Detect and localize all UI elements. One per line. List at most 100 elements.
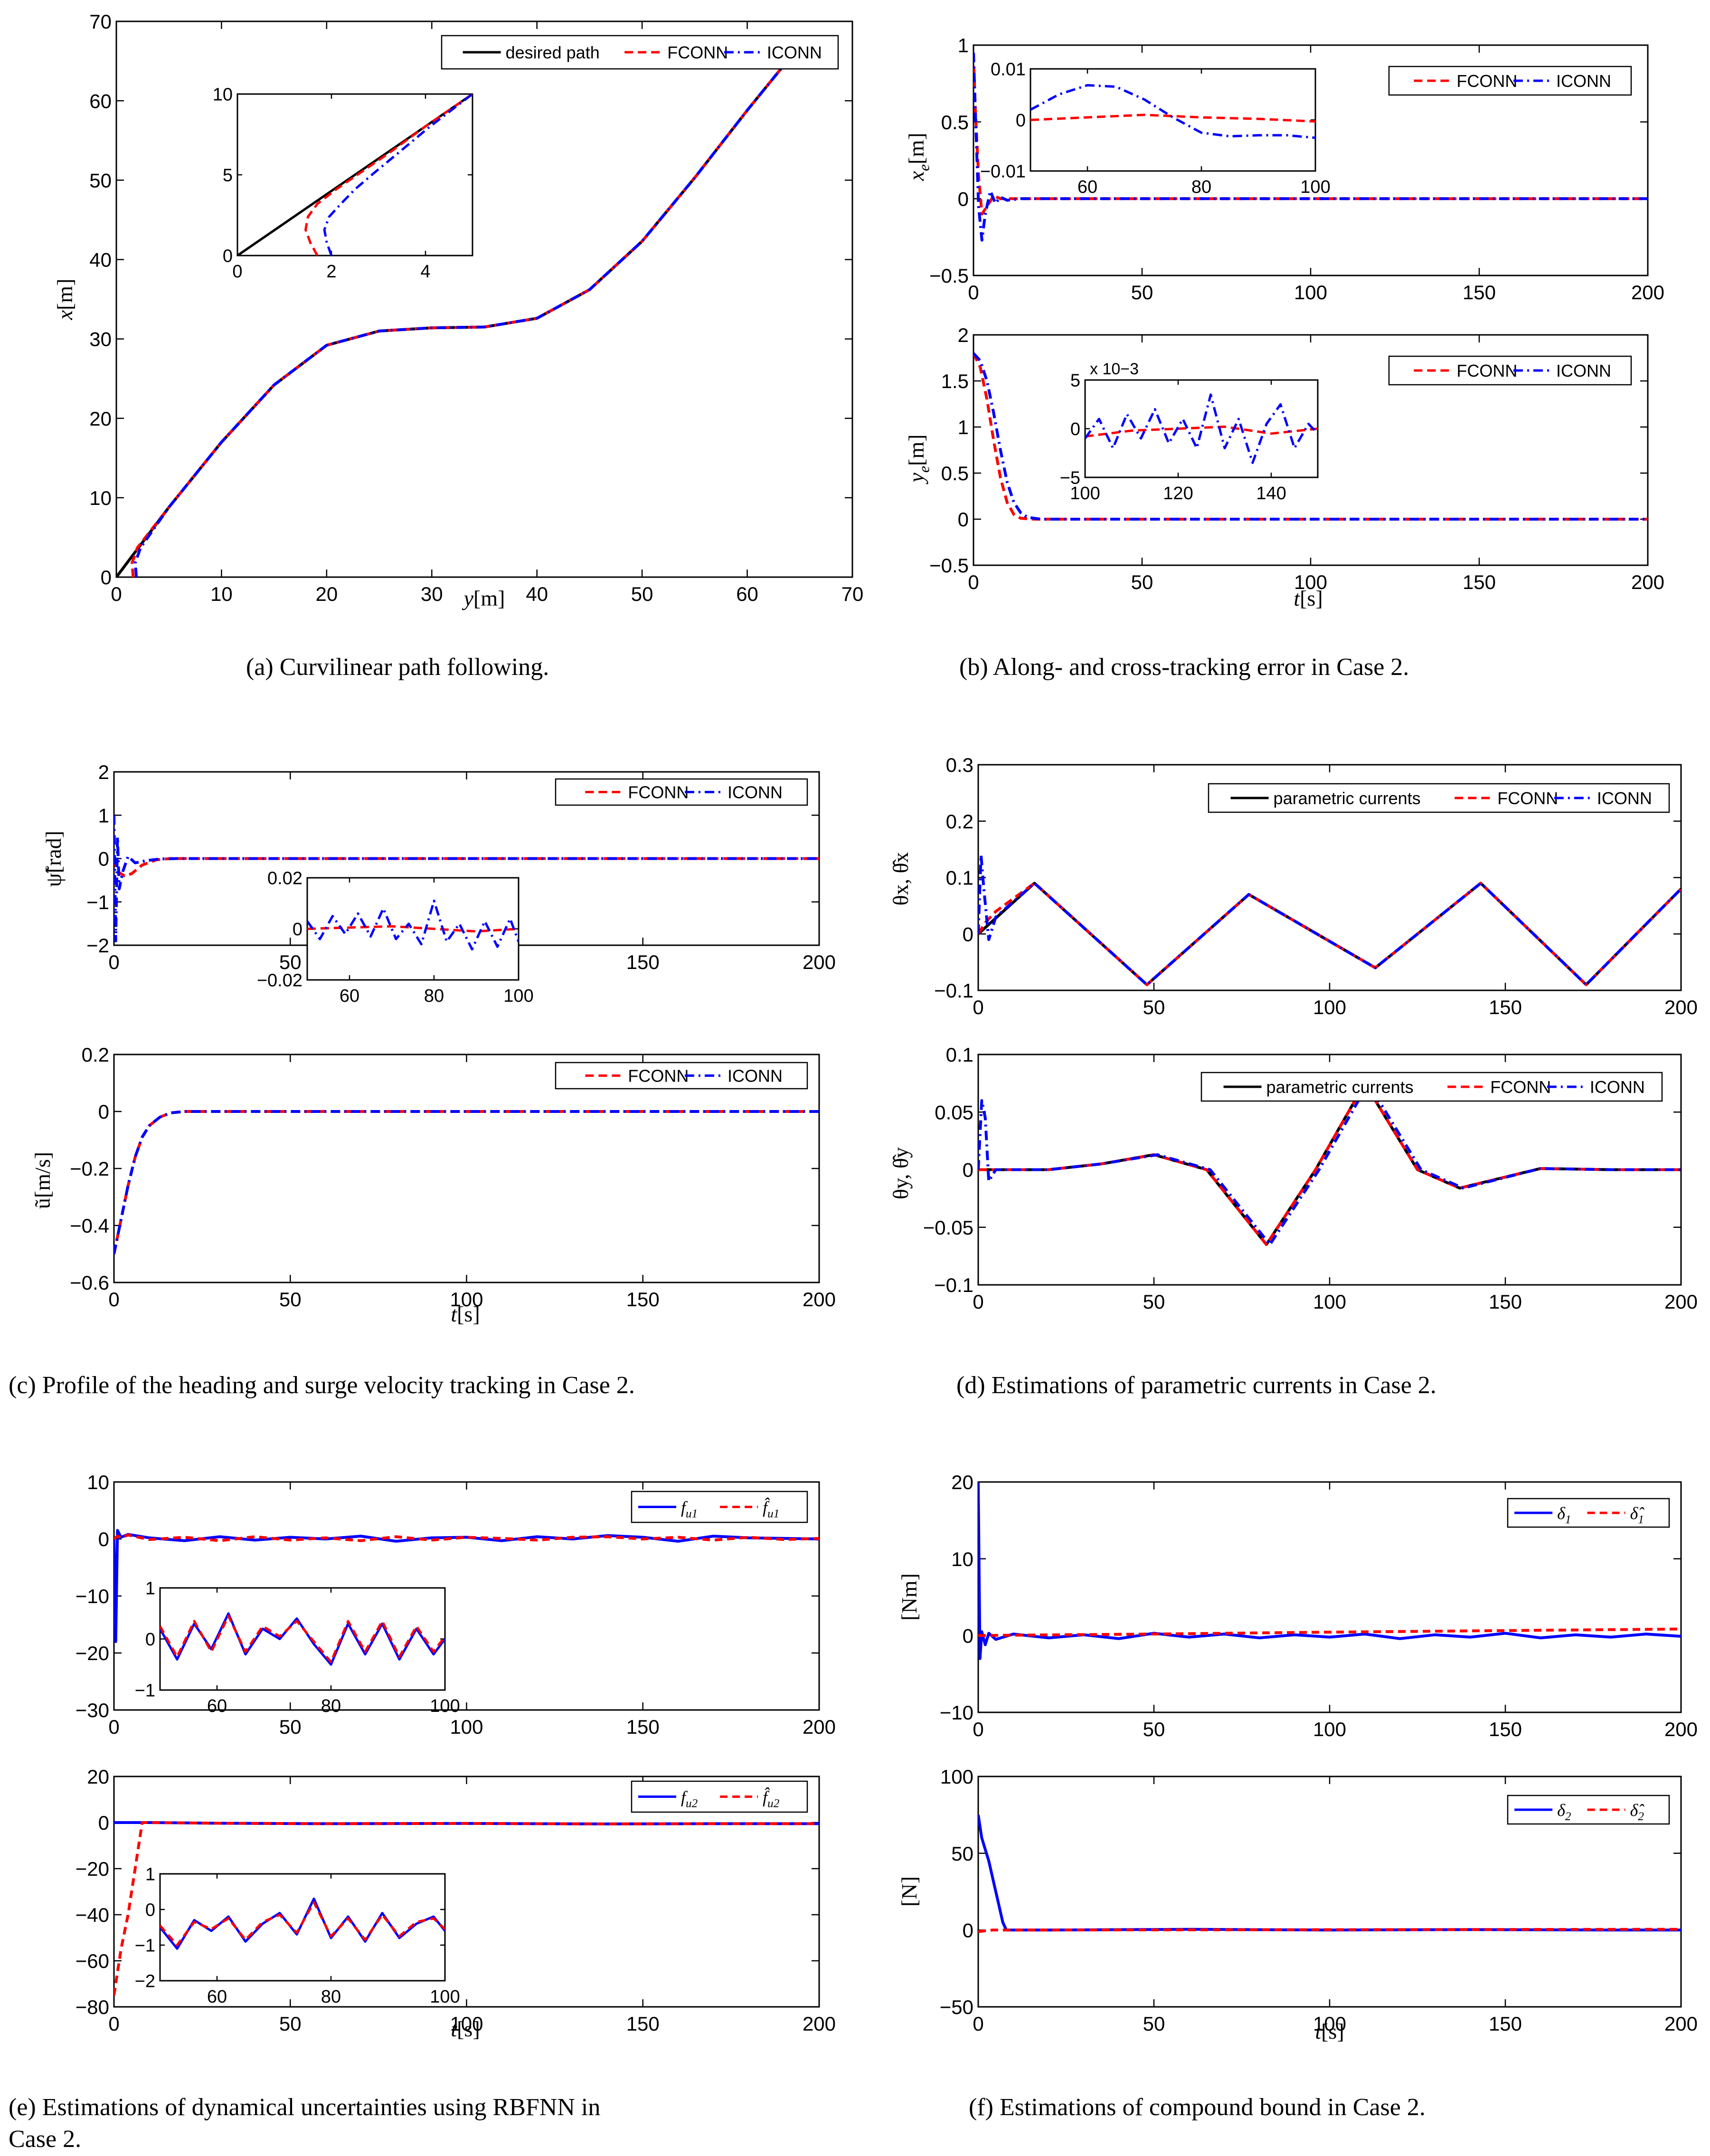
y-tick-label: 5: [223, 166, 233, 186]
y-axis-label: xe[m]: [904, 133, 933, 181]
y-tick-label: 0: [1070, 419, 1080, 439]
legend-box: [1200, 1072, 1663, 1102]
x-tick-label: 200: [803, 951, 836, 973]
x-tick-label: 150: [626, 1716, 660, 1738]
series-line: [160, 1615, 445, 1663]
y-tick-label: 0: [963, 1919, 973, 1941]
y-tick-label: −80: [76, 1996, 109, 2018]
x-tick-label: 60: [1077, 177, 1097, 197]
y-tick-label: −2: [86, 934, 109, 957]
y-tick-label: 100: [940, 1766, 973, 1788]
y-axis-label: ye[m]: [904, 434, 933, 484]
y-tick-label: 0.1: [946, 867, 973, 889]
chart-c1: 0 50 100 150 200 −2 −1 0 1 2 ψ̃[rad] 60 80 100 −0.02 0 0…: [41, 761, 836, 1006]
x-tick-label: 0: [968, 571, 979, 593]
legend-label: ICONN: [727, 1066, 783, 1085]
y-tick-label: −5: [1060, 468, 1080, 488]
inset-b2: 100 120 140 −5 0 5 x 10−3: [1060, 360, 1319, 503]
x-tick-label: 150: [626, 1288, 660, 1311]
x-tick-label: 0: [108, 1716, 119, 1738]
x-tick-label: 150: [626, 2013, 660, 2035]
y-tick-label: 0: [958, 508, 969, 531]
x-tick-label: 100: [1313, 2013, 1346, 2035]
y-tick-label: 10: [89, 487, 112, 509]
legend-label: desired path: [506, 43, 600, 62]
x-tick-label: 200: [1664, 1718, 1698, 1740]
y-tick-label: 0: [98, 1528, 109, 1550]
legend-box: [1208, 783, 1670, 813]
x-tick-label: 200: [803, 2013, 836, 2035]
x-tick-label: 60: [207, 1987, 227, 2007]
x-tick-label: 0: [973, 1291, 983, 1313]
legend-label: δ2: [1557, 1801, 1571, 1823]
x-tick-label: 50: [1143, 1718, 1165, 1740]
legend: desired path FCONN ICONN: [441, 35, 839, 70]
x-tick-label: 100: [450, 2013, 483, 2035]
series-line: [114, 1110, 819, 1254]
x-tick-label: 50: [279, 1716, 302, 1738]
y-tick-label: 0: [145, 1900, 155, 1920]
x-tick-label: 100: [450, 1716, 483, 1738]
y-tick-label: 5: [1070, 371, 1080, 391]
x-tick-label: 200: [1631, 571, 1664, 593]
y-tick-label: −20: [76, 1642, 109, 1664]
caption-c: (c) Profile of the heading and surge vel…: [9, 1372, 635, 1399]
y-tick-label: 0.01: [991, 60, 1026, 80]
chart-d2: 0 50 100 150 200 −0.1 −0.05 0 0.05 0.1 θy, θ̂y para…: [888, 1044, 1698, 1313]
y-tick-label: 0: [293, 920, 302, 940]
y-axis-label: x[m]: [53, 279, 77, 321]
y-tick-label: 0: [963, 1624, 973, 1647]
series-line: [114, 815, 819, 942]
caption-b: (b) Along- and cross-tracking error in C…: [959, 654, 1409, 681]
chart-c2: 0 50 100 150 200 −0.6 −0.4 −0.2 0 0.2 t[s] ũ[m/s] FC…: [30, 1044, 836, 1326]
x-tick-label: 100: [1313, 1291, 1346, 1313]
x-tick-label: 100: [503, 986, 533, 1006]
series-line: [160, 1898, 445, 1950]
legend: parametric currents FCONN ICONN: [1208, 783, 1670, 813]
y-tick-label: −1: [135, 1936, 155, 1956]
series-line: [978, 1482, 1681, 1660]
y-tick-label: 0: [963, 1159, 973, 1181]
x-tick-label: 0: [108, 2013, 119, 2035]
y-tick-label: 0.2: [82, 1044, 109, 1066]
x-tick-label: 100: [430, 1696, 460, 1716]
y-tick-label: −0.6: [70, 1272, 109, 1294]
inset-e1: 60 80 100 −1 0 1: [135, 1579, 460, 1716]
x-tick-label: 200: [803, 1716, 836, 1738]
series-line: [133, 64, 785, 577]
y-tick-label: −0.2: [70, 1158, 109, 1180]
legend: fu1 f̂u1: [631, 1491, 808, 1523]
legend: δ2 δ̂2: [1507, 1795, 1670, 1825]
x-tick-label: 50: [279, 1288, 302, 1311]
caption-a: (a) Curvilinear path following.: [246, 654, 549, 681]
x-tick-label: 150: [1463, 571, 1496, 593]
series-line: [1030, 114, 1315, 123]
x-tick-label: 50: [1131, 571, 1153, 593]
y-tick-label: 20: [951, 1471, 973, 1493]
y-tick-label: 0: [101, 566, 112, 589]
y-tick-label: 1: [958, 416, 969, 438]
y-tick-label: −30: [76, 1699, 109, 1721]
inset-b1: 60 80 100 −0.01 0 0.01: [980, 60, 1331, 197]
x-tick-label: 80: [321, 1987, 341, 2007]
legend-label: FCONN: [628, 782, 689, 802]
y-tick-label: 0: [1016, 111, 1026, 131]
series-line: [978, 854, 1681, 987]
chart-b2: 0 50 100 150 200−0.500.511.52t[s]ye[m]100 120…: [904, 324, 1664, 610]
x-tick-label: 100: [1294, 571, 1327, 593]
y-axis-label: [N]: [897, 1876, 921, 1907]
series-line: [978, 1814, 1681, 1932]
caption-e-line2: Case 2.: [9, 2126, 81, 2153]
inset-multiplier: x 10−3: [1090, 360, 1139, 378]
x-tick-label: 50: [1143, 2013, 1165, 2035]
y-tick-label: −50: [940, 1996, 973, 2018]
chart-d1: 0 50 100 150 200−0.100.10.20.3θx, θ̂xparamet…: [888, 754, 1698, 1018]
y-axis-label: ψ̃[rad]: [41, 831, 66, 887]
y-tick-label: 0: [98, 1812, 109, 1834]
x-tick-label: 100: [1300, 177, 1330, 197]
y-tick-label: −0.5: [929, 265, 969, 287]
